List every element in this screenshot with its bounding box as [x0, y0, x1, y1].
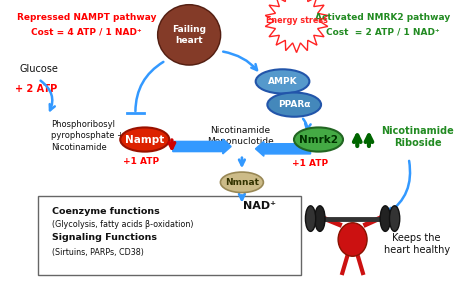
Text: Nicotinamide
Riboside: Nicotinamide Riboside [382, 126, 454, 148]
Ellipse shape [305, 206, 316, 231]
Text: Glucose: Glucose [20, 64, 58, 74]
Polygon shape [265, 0, 328, 52]
Text: +1 ATP: +1 ATP [292, 159, 329, 168]
Text: Coenzyme functions: Coenzyme functions [52, 207, 160, 216]
Text: Nmrk2: Nmrk2 [299, 134, 338, 144]
Text: Activated NMRK2 pathway: Activated NMRK2 pathway [315, 13, 451, 22]
Text: Nampt: Nampt [125, 134, 164, 144]
Ellipse shape [338, 223, 367, 256]
Text: Phosphoribosyl
pyrophosphate +
Nicotinamide: Phosphoribosyl pyrophosphate + Nicotinam… [51, 120, 124, 152]
Text: +1 ATP: +1 ATP [123, 157, 159, 166]
Text: (Sirtuins, PARPs, CD38): (Sirtuins, PARPs, CD38) [52, 248, 144, 257]
Ellipse shape [389, 206, 400, 231]
Ellipse shape [256, 69, 310, 93]
Text: Signaling Functions: Signaling Functions [52, 233, 157, 242]
Text: NAD⁺: NAD⁺ [243, 201, 276, 211]
Ellipse shape [220, 172, 263, 193]
Text: PPARα: PPARα [278, 100, 311, 109]
FancyBboxPatch shape [38, 196, 301, 275]
Ellipse shape [157, 5, 221, 65]
Text: Nicotinamide
Mononuclotide: Nicotinamide Mononuclotide [207, 126, 274, 146]
FancyArrow shape [255, 142, 311, 156]
Text: Keeps the
heart healthy: Keeps the heart healthy [383, 233, 450, 255]
Text: Nmnat: Nmnat [225, 178, 259, 187]
Text: AMPK: AMPK [268, 77, 297, 86]
FancyArrow shape [173, 139, 231, 154]
Ellipse shape [294, 127, 343, 151]
Ellipse shape [120, 127, 170, 151]
Text: + 2 ATP: + 2 ATP [15, 84, 57, 94]
Text: Cost  = 2 ATP / 1 NAD⁺: Cost = 2 ATP / 1 NAD⁺ [326, 27, 440, 36]
Ellipse shape [268, 93, 321, 117]
Text: (Glycolysis, fatty acids β-oxidation): (Glycolysis, fatty acids β-oxidation) [52, 220, 194, 229]
Text: Cost = 4 ATP / 1 NAD⁺: Cost = 4 ATP / 1 NAD⁺ [31, 27, 142, 36]
Ellipse shape [315, 206, 325, 231]
Text: Energy stress: Energy stress [266, 16, 327, 25]
Text: Repressed NAMPT pathway: Repressed NAMPT pathway [17, 13, 156, 22]
Text: Failing
heart: Failing heart [172, 25, 206, 45]
Ellipse shape [380, 206, 390, 231]
